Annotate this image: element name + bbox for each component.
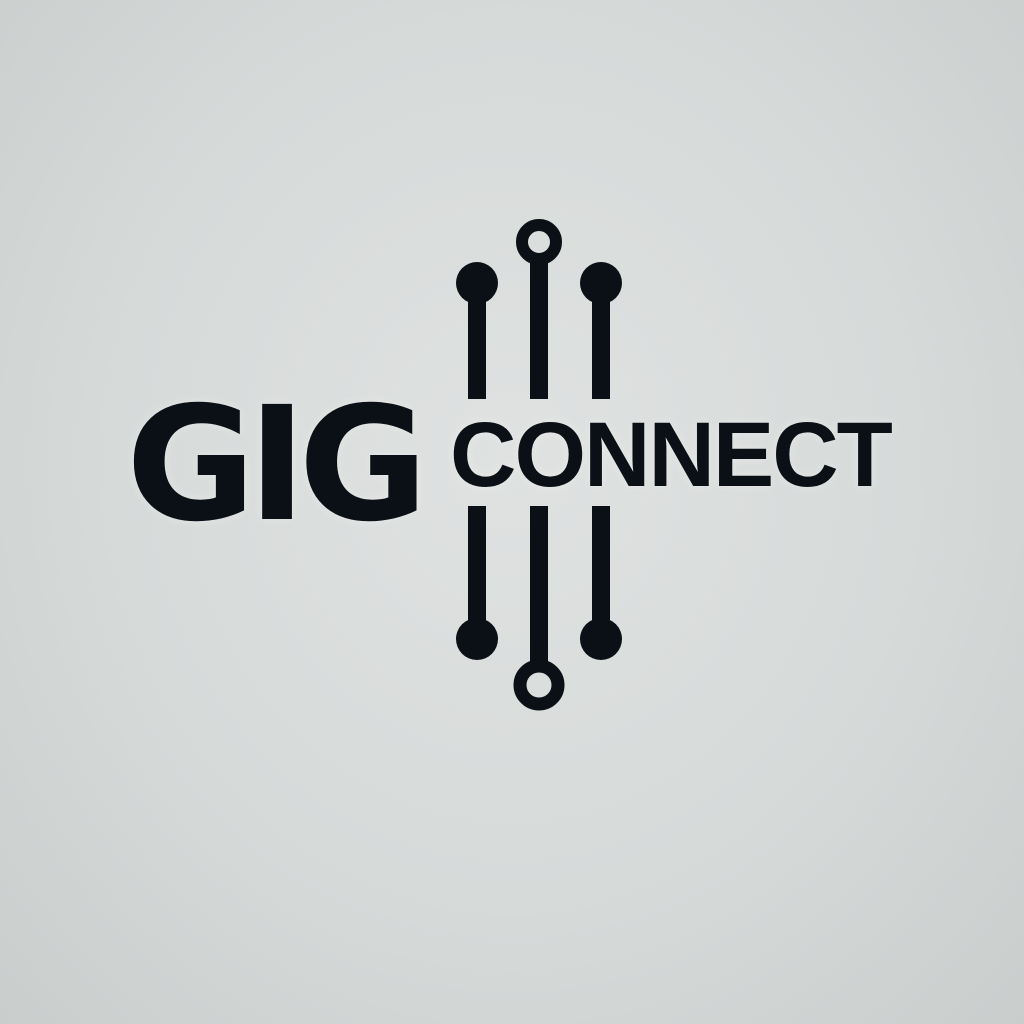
circuit-bottom: [456, 506, 622, 711]
logo-word-connect: CONNECT: [450, 404, 893, 506]
circuit-top: [456, 219, 622, 399]
circuit-bottom-middle-ring: [513, 659, 565, 711]
circuit-bottom-left-dot: [456, 618, 498, 660]
circuit-bottom-right-dot: [580, 618, 622, 660]
logo-word-gig: GIG: [126, 373, 428, 557]
circuit-top-right-dot: [580, 262, 622, 304]
circuit-top-middle-ring: [516, 219, 562, 265]
circuit-top-left-dot: [456, 262, 498, 304]
